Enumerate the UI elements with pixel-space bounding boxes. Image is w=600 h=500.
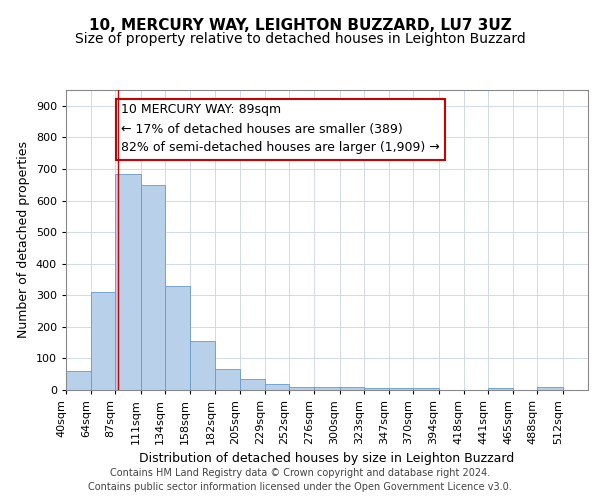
- Bar: [165, 286, 190, 390]
- Bar: [190, 341, 215, 390]
- Text: 10, MERCURY WAY, LEIGHTON BUZZARD, LU7 3UZ: 10, MERCURY WAY, LEIGHTON BUZZARD, LU7 3…: [89, 18, 511, 32]
- Bar: [91, 292, 115, 390]
- Bar: [340, 387, 364, 390]
- Bar: [141, 184, 165, 390]
- Y-axis label: Number of detached properties: Number of detached properties: [17, 142, 30, 338]
- Bar: [115, 174, 141, 390]
- Bar: [215, 370, 239, 390]
- Bar: [389, 388, 413, 390]
- Text: Size of property relative to detached houses in Leighton Buzzard: Size of property relative to detached ho…: [74, 32, 526, 46]
- Bar: [66, 371, 91, 390]
- Bar: [488, 388, 513, 390]
- Bar: [538, 387, 563, 390]
- X-axis label: Distribution of detached houses by size in Leighton Buzzard: Distribution of detached houses by size …: [139, 452, 515, 466]
- Bar: [265, 384, 289, 390]
- Bar: [364, 388, 389, 390]
- Bar: [413, 388, 439, 390]
- Text: 10 MERCURY WAY: 89sqm
← 17% of detached houses are smaller (389)
82% of semi-det: 10 MERCURY WAY: 89sqm ← 17% of detached …: [121, 104, 440, 154]
- Bar: [239, 379, 265, 390]
- Text: Contains HM Land Registry data © Crown copyright and database right 2024.
Contai: Contains HM Land Registry data © Crown c…: [88, 468, 512, 492]
- Bar: [314, 387, 340, 390]
- Bar: [289, 387, 314, 390]
